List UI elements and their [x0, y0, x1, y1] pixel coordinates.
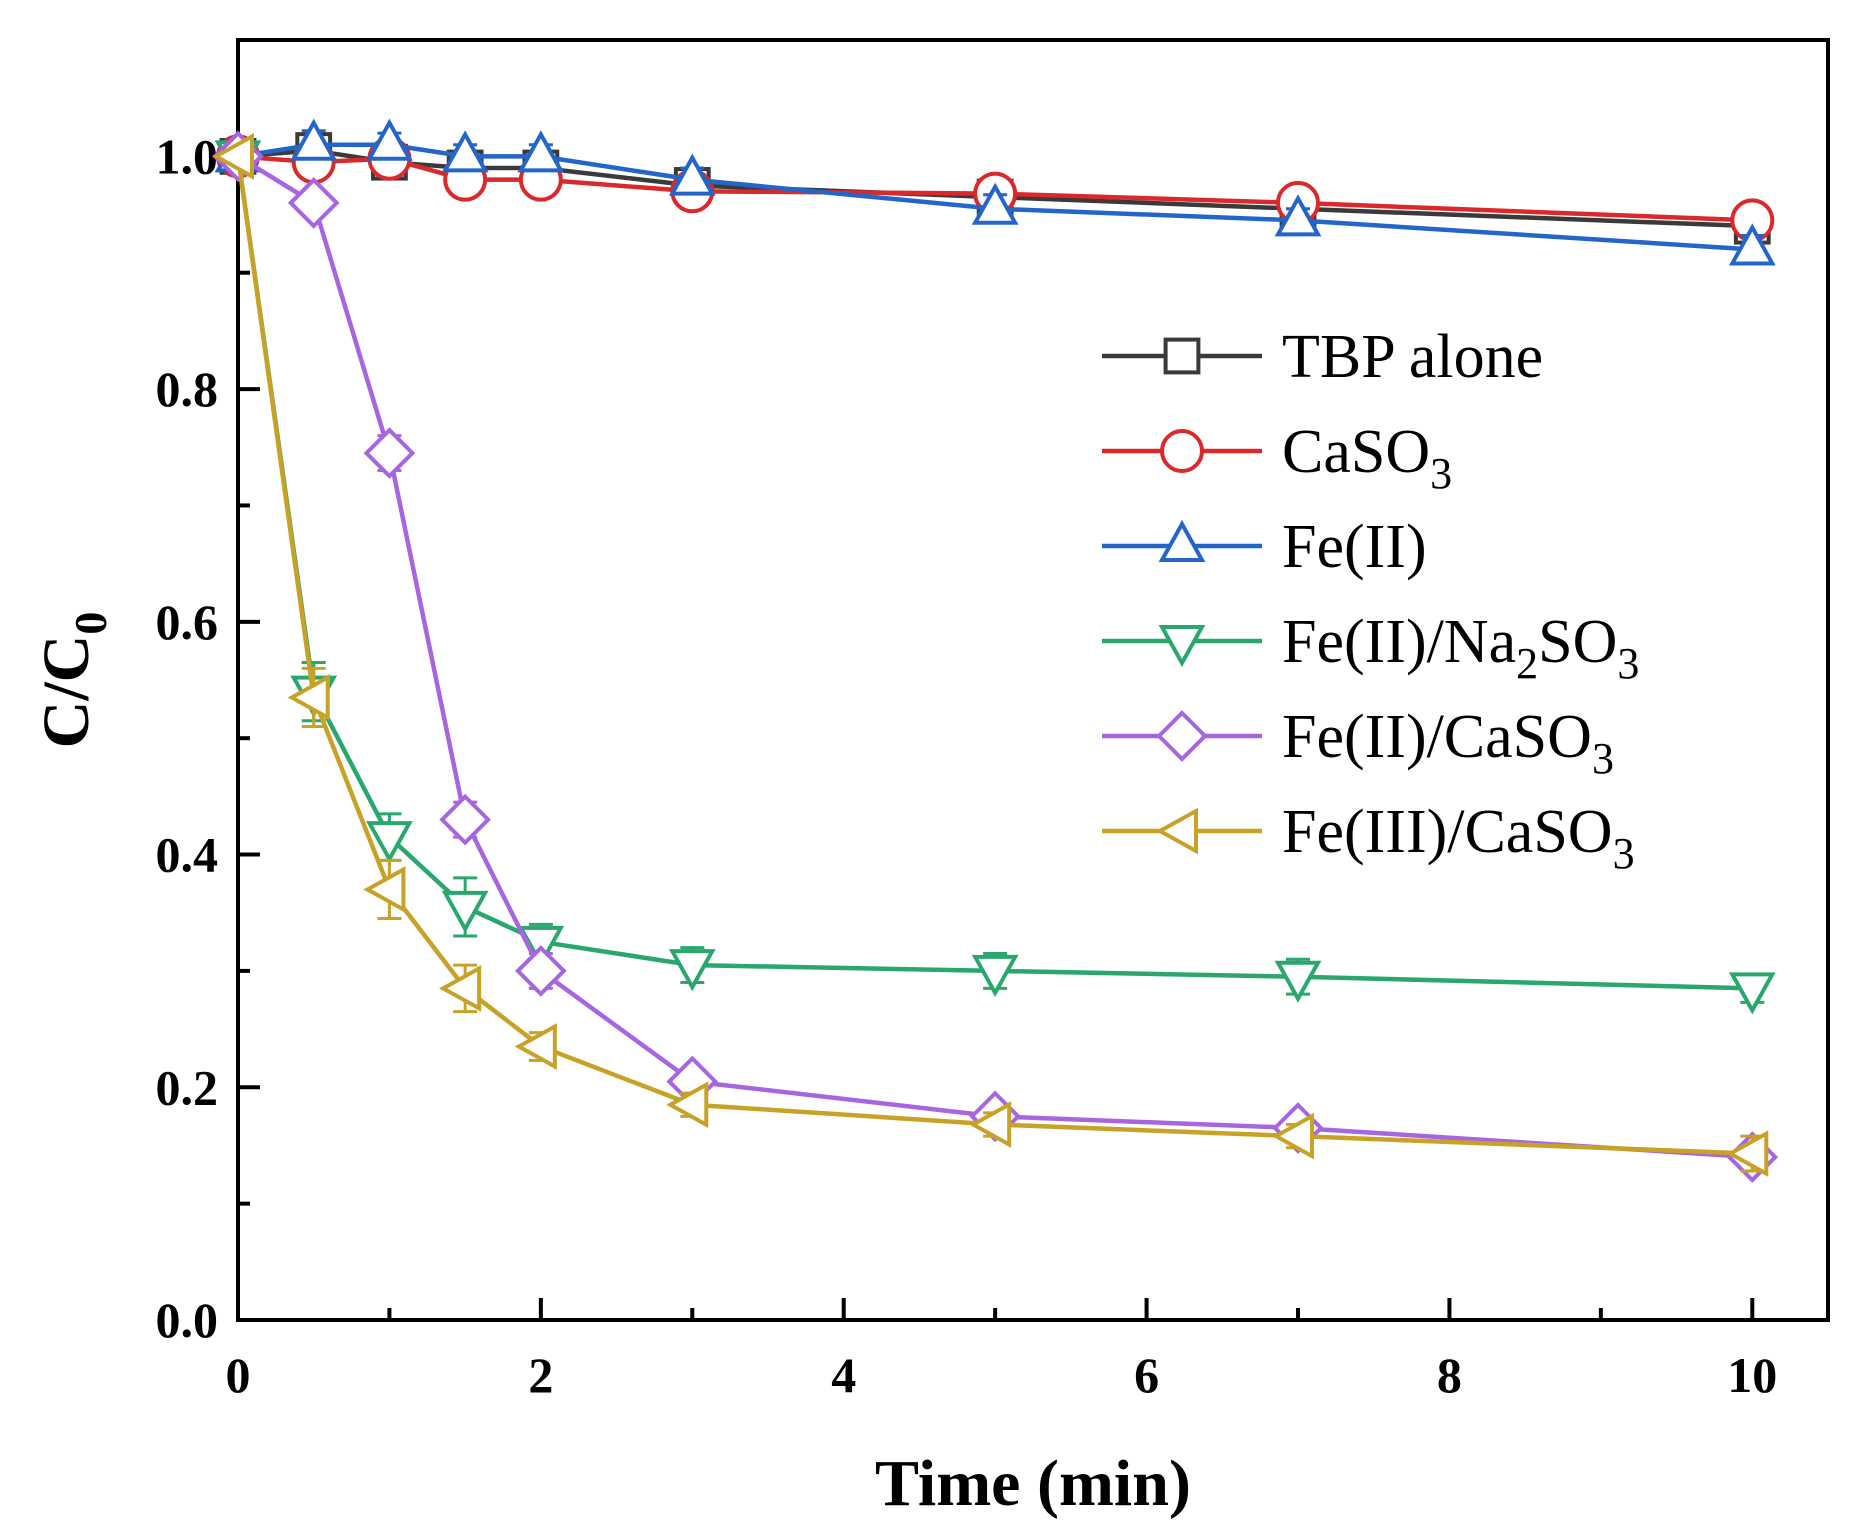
legend-label-subscript: 3: [1613, 829, 1635, 878]
y-tick-label: 0.0: [156, 1292, 219, 1348]
x-tick-label: 0: [226, 1347, 251, 1403]
data-point: [363, 427, 416, 479]
legend-marker: [1163, 337, 1201, 375]
data-point: [366, 821, 413, 864]
legend-label-main: Fe(II): [1282, 513, 1427, 581]
x-tick-label: 6: [1134, 1347, 1159, 1403]
legend: TBP aloneCaSO3Fe(II)Fe(II)/Na2SO3Fe(II)/…: [1102, 323, 1639, 878]
data-point: [1728, 972, 1776, 1015]
data-point: [1728, 223, 1776, 266]
axis-ticks: 0 2 4 6 8 10 0.0 0.2 0.4 0.6 0.8 1.0: [156, 128, 1778, 1403]
data-point: [441, 890, 489, 934]
data-point: [971, 954, 1019, 998]
data-point: [287, 177, 340, 229]
data-point: [969, 1101, 1012, 1148]
legend-marker: [1158, 625, 1206, 668]
legend-item: Fe(II)/CaSO3: [1102, 703, 1614, 783]
data-point: [363, 866, 406, 913]
legend-item: Fe(II): [1102, 513, 1427, 581]
data-point: [515, 945, 567, 997]
legend-label-main: Fe(II)/CaSO: [1282, 703, 1592, 771]
y-axis-title-subscript: 0: [65, 612, 116, 635]
series-3: [214, 140, 1776, 1015]
legend-label-subscript: 2: [1516, 639, 1538, 688]
data-point: [666, 1081, 709, 1129]
legend-item: Fe(III)/CaSO3: [1102, 798, 1635, 878]
y-axis-title: C/C0: [30, 612, 116, 749]
legend-label-tail: SO: [1538, 608, 1617, 676]
data-point: [290, 118, 338, 161]
legend-label: Fe(III)/CaSO3: [1282, 798, 1635, 878]
x-tick-label: 4: [831, 1347, 856, 1403]
plot-area: [236, 38, 1830, 1322]
data-point: [668, 949, 716, 992]
data-point: [1274, 194, 1322, 237]
legend-label-subscript: 3: [1430, 449, 1452, 498]
y-tick-label: 0.8: [156, 361, 219, 417]
data-point: [1726, 1130, 1769, 1177]
legend-label-main: Fe(II)/Na: [1282, 608, 1516, 676]
legend-label-main: Fe(III)/CaSO: [1282, 798, 1613, 866]
data-point: [439, 793, 491, 846]
y-axis-title-main: C/C: [30, 635, 103, 749]
y-tick-label: 0.6: [156, 594, 219, 650]
x-tick-label: 2: [528, 1347, 553, 1403]
data-point: [517, 130, 565, 173]
legend-item: Fe(II)/Na2SO3: [1102, 608, 1639, 688]
data-point: [1274, 960, 1322, 1003]
data-point: [439, 964, 482, 1012]
x-tick-label: 10: [1727, 1347, 1777, 1403]
data-point: [1271, 1112, 1314, 1160]
legend-label-subscript: 3: [1617, 639, 1639, 688]
data-point: [441, 130, 489, 173]
y-tick-label: 0.2: [156, 1059, 219, 1115]
legend-label: Fe(II)/CaSO3: [1282, 703, 1614, 783]
legend-marker: [1160, 429, 1204, 473]
legend-marker: [1156, 710, 1208, 762]
y-tick-label: 1.0: [156, 128, 219, 184]
legend-label: Fe(II)/Na2SO3: [1282, 608, 1639, 688]
legend-label: Fe(II): [1282, 513, 1427, 581]
data-point: [366, 118, 413, 161]
series-5: [211, 132, 1769, 1177]
legend-item: CaSO3: [1102, 418, 1452, 498]
legend-label-main: CaSO: [1282, 418, 1430, 486]
legend-label: CaSO3: [1282, 418, 1452, 498]
data-point: [668, 153, 716, 196]
legend-label-subscript: 3: [1592, 734, 1614, 783]
legend-label: TBP alone: [1282, 323, 1543, 391]
data-point: [514, 1023, 557, 1070]
data-point: [287, 674, 330, 721]
data-point: [971, 182, 1019, 225]
x-axis-title: Time (min): [875, 1447, 1191, 1520]
legend-marker: [1155, 807, 1198, 855]
data-point: [211, 132, 254, 180]
legend-label-main: TBP alone: [1282, 323, 1543, 391]
legend-item: TBP alone: [1102, 323, 1543, 391]
series-layer: [211, 118, 1779, 1183]
x-tick-label: 8: [1437, 1347, 1462, 1403]
y-tick-label: 0.4: [156, 827, 219, 883]
legend-marker: [1158, 519, 1206, 562]
